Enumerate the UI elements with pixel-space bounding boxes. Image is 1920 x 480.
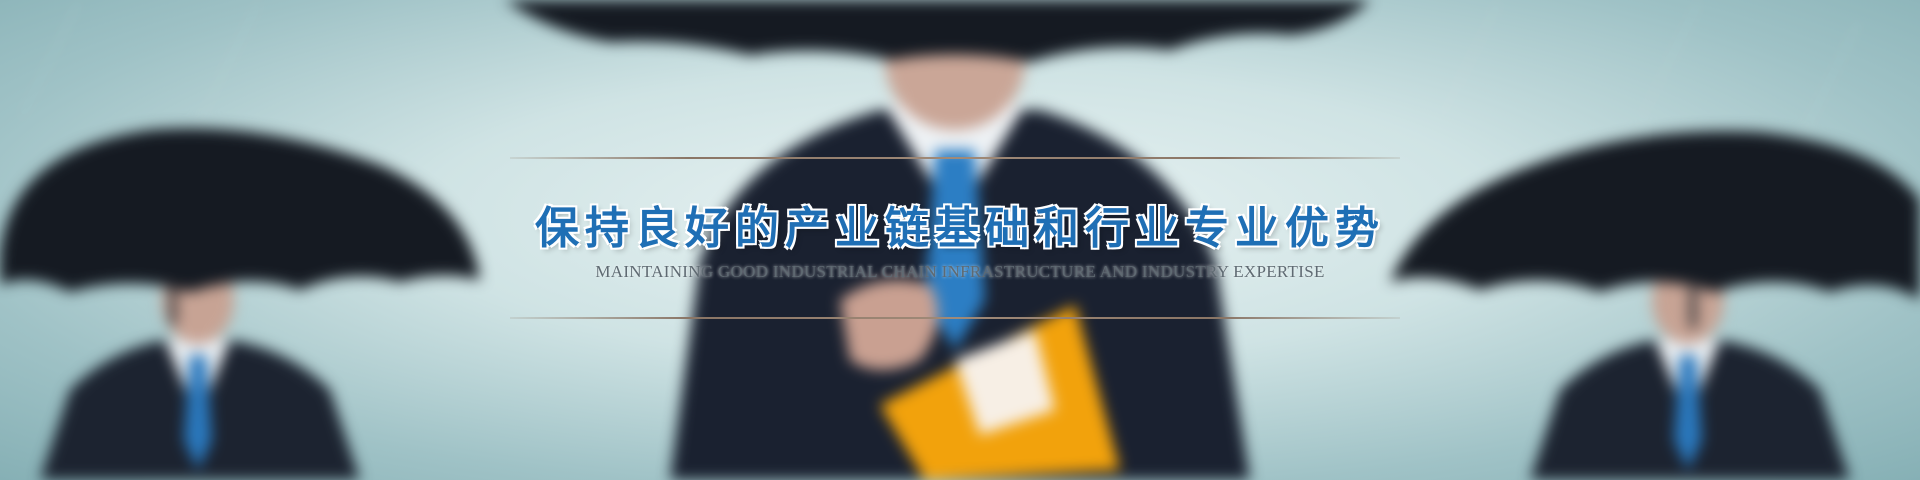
left-umbrella xyxy=(0,128,480,325)
top-divider-line xyxy=(510,157,1400,159)
center-umbrella xyxy=(505,0,1370,62)
rain-streaks xyxy=(18,0,1862,141)
banner-title-chinese: 保持良好的产业链基础和行业专业优势 xyxy=(535,203,1385,254)
right-umbrella xyxy=(1390,131,1920,328)
banner-title-english: MAINTAINING GOOD INDUSTRIAL CHAIN INFRAS… xyxy=(595,262,1325,281)
bottom-divider-line xyxy=(510,317,1400,319)
orange-folder xyxy=(880,305,1120,480)
